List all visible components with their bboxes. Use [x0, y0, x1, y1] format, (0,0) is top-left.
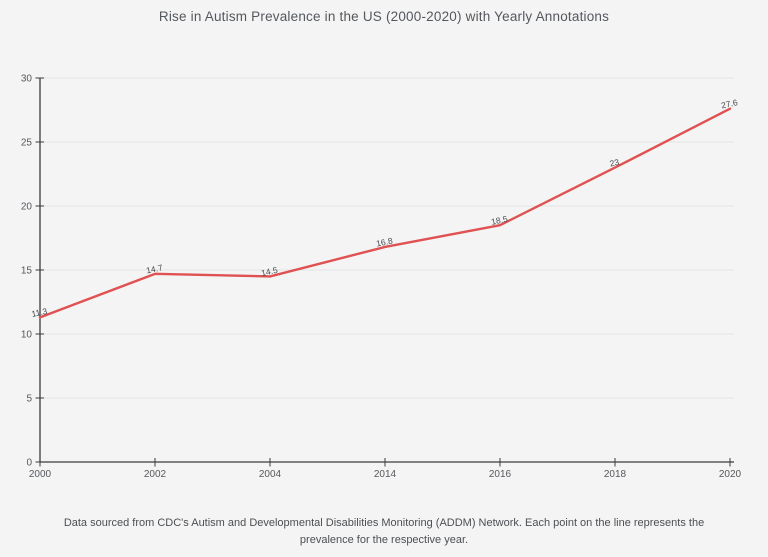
y-tick-label: 20 — [21, 202, 33, 213]
y-tick-label: 0 — [26, 458, 32, 469]
chart-title: Rise in Autism Prevalence in the US (200… — [158, 9, 610, 24]
point-annotation: 14.5 — [260, 265, 279, 278]
y-tick-label: 30 — [21, 74, 33, 85]
point-annotation: 23 — [609, 157, 621, 169]
x-tick-label: 2000 — [29, 469, 52, 480]
point-annotation: 14.7 — [145, 262, 164, 275]
data-line — [38, 107, 732, 319]
y-tick-labels: 0 5 10 15 20 25 30 — [21, 74, 33, 469]
x-tick-label: 2018 — [604, 469, 627, 480]
x-tick-label: 2002 — [144, 469, 167, 480]
y-tick-label: 25 — [21, 138, 33, 149]
x-tick-label: 2014 — [374, 469, 397, 480]
point-annotation: 18.5 — [490, 214, 509, 227]
tick-marks — [35, 77, 731, 467]
line-chart-canvas: 0 5 10 15 20 25 30 2000 2002 2004 2014 2016 2018 2020… — [21, 74, 742, 481]
gridlines — [40, 77, 734, 399]
point-annotation: 27.6 — [720, 97, 739, 110]
x-tick-labels: 2000 2002 2004 2014 2016 2018 2020 — [29, 469, 742, 480]
x-tick-label: 2020 — [719, 469, 742, 480]
x-tick-label: 2016 — [489, 469, 512, 480]
y-tick-label: 15 — [21, 266, 33, 277]
point-annotation: 11.3 — [31, 306, 49, 319]
y-tick-label: 10 — [21, 330, 33, 341]
y-tick-label: 5 — [26, 394, 32, 405]
point-annotation: 16.8 — [375, 235, 394, 248]
chart-caption: Data sourced from CDC's Autism and Devel… — [63, 517, 705, 546]
x-tick-label: 2004 — [259, 469, 282, 480]
point-annotations: 11.3 14.7 14.5 16.8 18.5 23 27.6 — [31, 97, 739, 319]
